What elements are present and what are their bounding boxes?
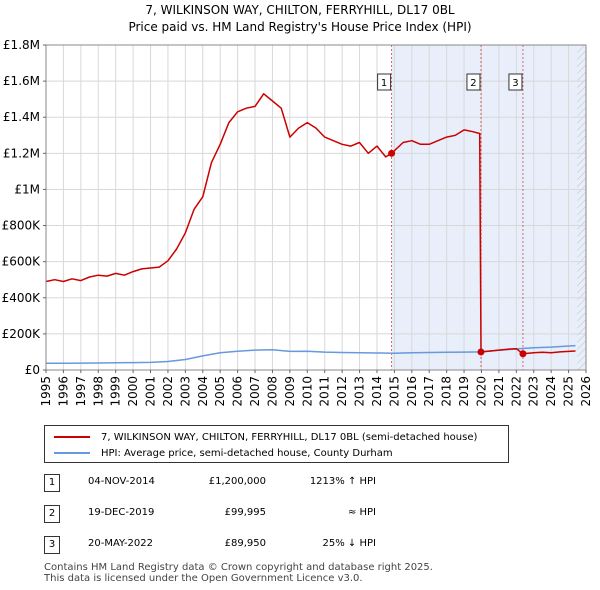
transaction-hpi-comparison: 1213% ↑ HPI xyxy=(309,476,376,487)
legend: 7, WILKINSON WAY, CHILTON, FERRYHILL, DL… xyxy=(44,425,509,463)
marker-label-box xyxy=(508,73,523,91)
x-tick-label: 2009 xyxy=(283,376,297,407)
transaction-price: £99,995 xyxy=(224,507,266,518)
plot-frame xyxy=(45,44,587,371)
marker-label: 3 xyxy=(512,78,518,89)
footer-licence: This data is licensed under the Open Gov… xyxy=(44,573,363,584)
x-tick-label: 2001 xyxy=(144,376,158,407)
legend-item-hpi: HPI: Average price, semi-detached house,… xyxy=(45,446,393,460)
y-tick-label: £200K xyxy=(2,327,42,341)
x-tick-label: 1997 xyxy=(74,376,88,407)
x-tick-label: 2007 xyxy=(248,376,262,407)
x-tick-label: 2024 xyxy=(544,376,558,407)
x-tick-label: 2006 xyxy=(231,376,245,407)
x-tick-label: 2013 xyxy=(353,376,367,407)
marker-label: 2 xyxy=(470,78,476,89)
y-tick-label: £1.2M xyxy=(3,146,40,160)
x-tick-label: 2010 xyxy=(300,376,314,407)
legend-swatch-property xyxy=(54,436,90,438)
transaction-number: 3 xyxy=(44,536,60,554)
table-row: 2 19-DEC-2019 £99,995 ≈ HPI xyxy=(44,505,584,525)
x-tick-label: 2023 xyxy=(527,376,541,407)
legend-label-property: 7, WILKINSON WAY, CHILTON, FERRYHILL, DL… xyxy=(101,431,478,443)
x-tick-label: 2015 xyxy=(387,376,401,407)
x-tick-label: 2016 xyxy=(405,376,419,407)
hatched-region xyxy=(577,45,586,370)
x-tick-label: 1995 xyxy=(39,376,53,407)
x-tick-label: 2011 xyxy=(318,376,332,407)
transaction-date: 19-DEC-2019 xyxy=(88,507,155,518)
transaction-hpi-comparison: ≈ HPI xyxy=(347,507,376,518)
x-tick-label: 2020 xyxy=(474,376,488,407)
transaction-date: 20-MAY-2022 xyxy=(88,538,154,549)
x-tick-label: 2004 xyxy=(196,376,210,407)
legend-swatch-hpi xyxy=(54,452,90,454)
chart-title-line1: 7, WILKINSON WAY, CHILTON, FERRYHILL, DL… xyxy=(145,3,455,17)
x-tick-label: 2017 xyxy=(422,376,436,407)
x-tick-label: 1998 xyxy=(91,376,105,407)
transaction-date: 04-NOV-2014 xyxy=(88,476,155,487)
table-row: 1 04-NOV-2014 £1,200,000 1213% ↑ HPI xyxy=(44,474,584,494)
y-tick-label: £1M xyxy=(14,182,40,196)
footer-copyright: Contains HM Land Registry data © Crown c… xyxy=(44,562,433,573)
shaded-region xyxy=(391,45,586,370)
transaction-number: 2 xyxy=(44,505,60,523)
y-tick-label: £1.4M xyxy=(3,110,40,124)
x-tick-label: 2026 xyxy=(579,376,593,407)
sale-point xyxy=(519,350,527,358)
sale-point xyxy=(477,348,485,356)
x-tick-label: 2019 xyxy=(457,376,471,407)
y-tick-label: £0 xyxy=(25,363,40,377)
x-tick-label: 2012 xyxy=(335,376,349,407)
y-tick-label: £400K xyxy=(2,291,42,305)
transaction-price: £89,950 xyxy=(224,538,266,549)
x-tick-label: 2000 xyxy=(126,376,140,407)
transaction-hpi-comparison: 25% ↓ HPI xyxy=(322,538,376,549)
series-line-property xyxy=(45,93,576,355)
x-tick-label: 2008 xyxy=(265,376,279,407)
x-tick-label: 2021 xyxy=(492,376,506,407)
marker-label-box xyxy=(466,73,481,91)
y-tick-label: £800K xyxy=(2,219,42,233)
x-tick-label: 2003 xyxy=(178,376,192,407)
chart-title-line2: Price paid vs. HM Land Registry's House … xyxy=(128,20,472,34)
sale-point xyxy=(388,149,396,157)
x-tick-label: 1996 xyxy=(56,376,70,407)
x-tick-label: 2025 xyxy=(562,376,576,407)
marker-label: 1 xyxy=(381,78,387,89)
y-tick-label: £600K xyxy=(2,255,42,269)
x-tick-label: 2002 xyxy=(161,376,175,407)
chart-title: 7, WILKINSON WAY, CHILTON, FERRYHILL, DL… xyxy=(0,2,600,36)
footer: Contains HM Land Registry data © Crown c… xyxy=(44,562,433,584)
x-tick-label: 2022 xyxy=(509,376,523,407)
table-row: 3 20-MAY-2022 £89,950 25% ↓ HPI xyxy=(44,536,584,556)
legend-item-property: 7, WILKINSON WAY, CHILTON, FERRYHILL, DL… xyxy=(45,430,477,444)
transaction-number: 1 xyxy=(44,474,60,492)
x-tick-label: 1999 xyxy=(109,376,123,407)
x-tick-label: 2005 xyxy=(213,376,227,407)
x-tick-label: 2018 xyxy=(440,376,454,407)
legend-label-hpi: HPI: Average price, semi-detached house,… xyxy=(101,447,393,459)
transaction-price: £1,200,000 xyxy=(208,476,266,487)
price-chart: 1 2 3 £0 £200K £400K £600K £800K £1M £1.2M £1.4M £… xyxy=(2,38,593,407)
y-tick-label: £1.6M xyxy=(3,74,40,88)
y-tick-label: £1.8M xyxy=(3,38,40,52)
marker-label-box xyxy=(377,73,392,91)
x-tick-label: 2014 xyxy=(370,376,384,407)
